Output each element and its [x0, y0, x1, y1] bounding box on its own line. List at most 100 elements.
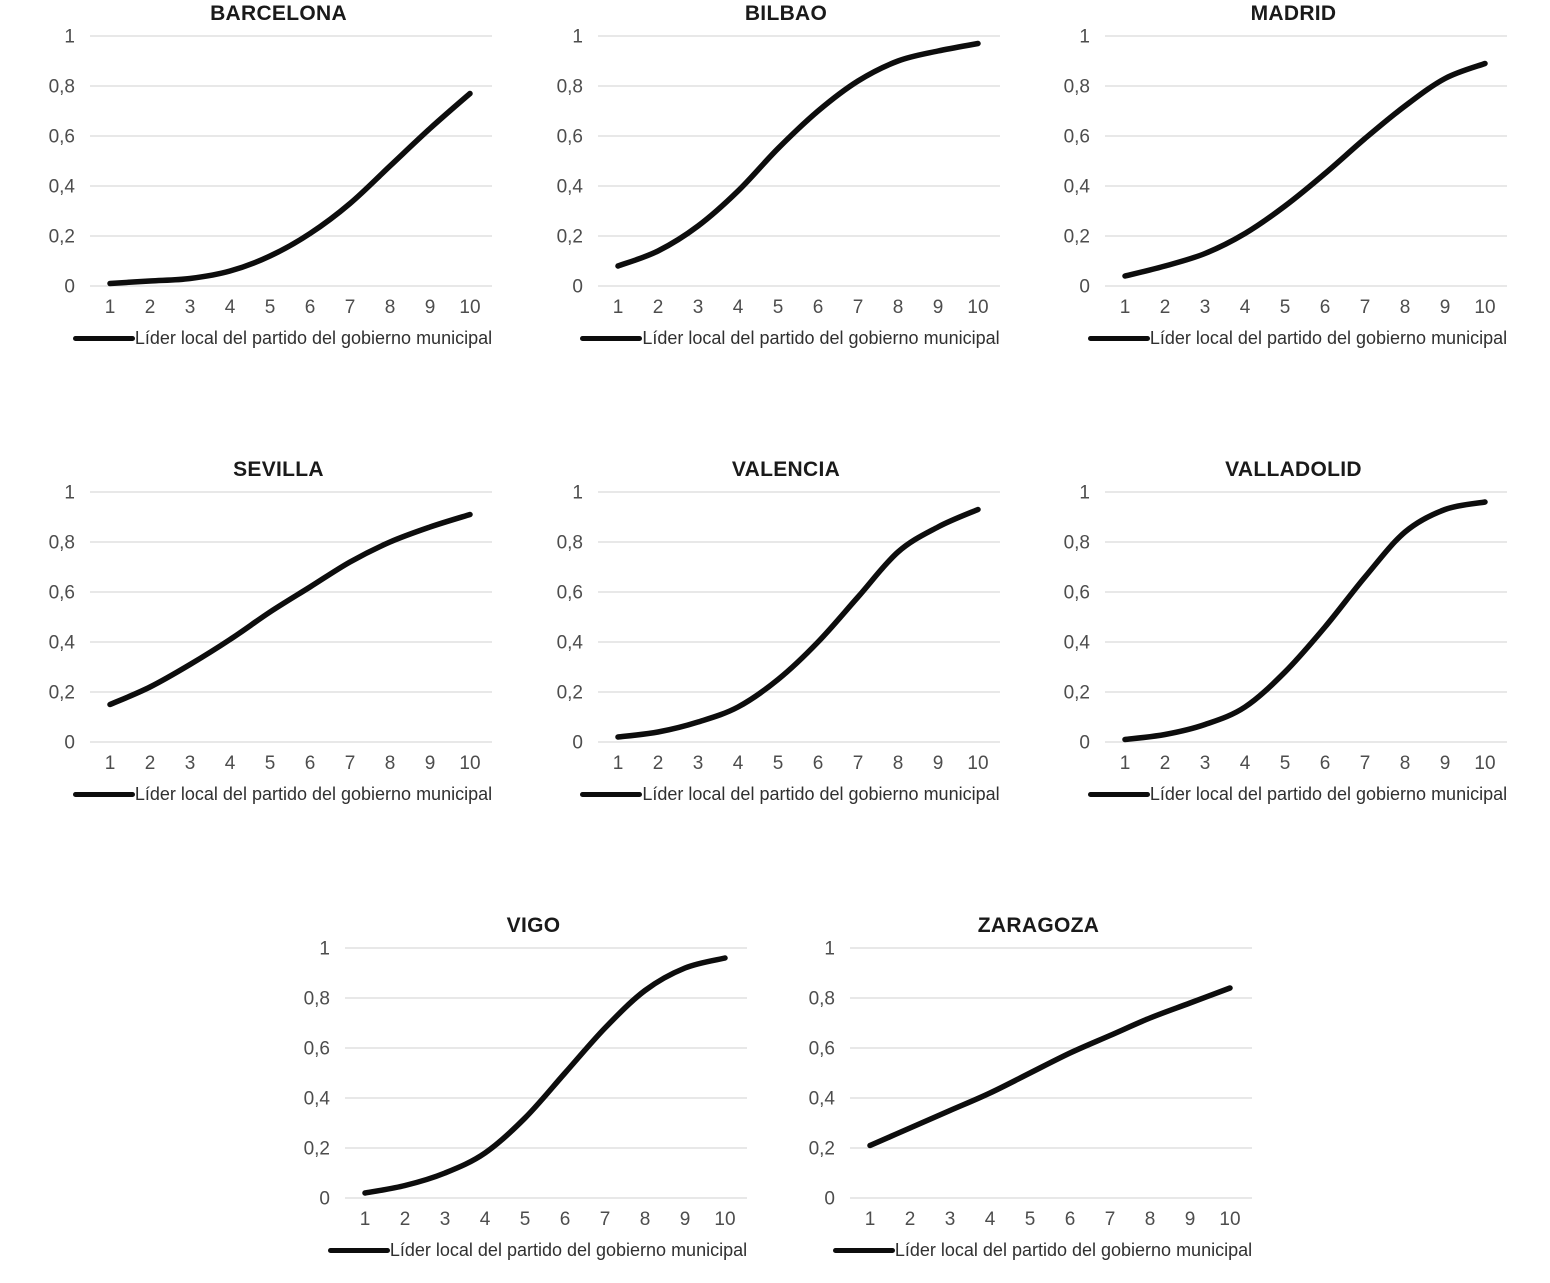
chart-legend: Líder local del partido del gobierno mun…	[553, 780, 1028, 808]
svg-text:8: 8	[1400, 297, 1411, 318]
charts-row-middle: SEVILLA 0 0,2 0,4 0,6 0,8 1 1 2 3 4 5 6 7 8 9 10 Líder …	[15, 458, 1535, 808]
legend-line-icon	[327, 1247, 390, 1253]
svg-text:1: 1	[612, 297, 623, 318]
svg-text:10: 10	[459, 297, 480, 318]
svg-text:1: 1	[1079, 28, 1090, 48]
svg-text:1: 1	[572, 484, 583, 504]
line-plot: 0 0,2 0,4 0,6 0,8 1 1 2 3 4 5 6 7 8 9 10	[523, 28, 1028, 324]
svg-text:10: 10	[459, 753, 480, 774]
svg-text:5: 5	[1025, 1209, 1036, 1230]
svg-text:1: 1	[572, 28, 583, 48]
svg-text:0,6: 0,6	[1064, 583, 1090, 604]
legend-line-icon	[580, 335, 643, 341]
svg-text:3: 3	[185, 297, 196, 318]
svg-text:5: 5	[265, 753, 276, 774]
line-plot: 0 0,2 0,4 0,6 0,8 1 1 2 3 4 5 6 7 8 9 10	[1030, 484, 1535, 780]
svg-text:0,4: 0,4	[49, 177, 76, 198]
legend-line-icon	[72, 791, 135, 797]
chart-title: MADRID	[1250, 2, 1337, 25]
svg-text:0,2: 0,2	[304, 1139, 330, 1160]
svg-text:7: 7	[1360, 753, 1371, 774]
svg-text:2: 2	[652, 753, 663, 774]
svg-text:7: 7	[852, 753, 863, 774]
svg-text:0: 0	[1079, 277, 1090, 298]
svg-text:6: 6	[1065, 1209, 1076, 1230]
svg-text:1: 1	[64, 28, 75, 48]
svg-text:0,6: 0,6	[809, 1039, 835, 1060]
legend-line-icon	[832, 1247, 895, 1253]
svg-text:5: 5	[520, 1209, 531, 1230]
chart-madrid: MADRID 0 0,2 0,4 0,6 0,8 1 1 2 3 4 5 6 7 8 9 10 Líder l…	[1030, 2, 1535, 352]
svg-text:9: 9	[1440, 297, 1451, 318]
svg-text:3: 3	[1200, 753, 1211, 774]
svg-text:10: 10	[1474, 753, 1495, 774]
svg-text:1: 1	[865, 1209, 876, 1230]
charts-row-bottom: VIGO 0 0,2 0,4 0,6 0,8 1 1 2 3 4 5 6 7 8 9 10 Líder loc…	[15, 914, 1535, 1264]
svg-text:0,8: 0,8	[1064, 533, 1090, 554]
chart-valencia: VALENCIA 0 0,2 0,4 0,6 0,8 1 1 2 3 4 5 6 7 8 9 10 Líder…	[523, 458, 1028, 808]
svg-text:9: 9	[1185, 1209, 1196, 1230]
svg-text:2: 2	[1160, 297, 1171, 318]
svg-text:7: 7	[345, 753, 356, 774]
svg-text:0,8: 0,8	[556, 533, 582, 554]
svg-text:6: 6	[812, 753, 823, 774]
svg-text:1: 1	[105, 753, 116, 774]
svg-text:3: 3	[692, 753, 703, 774]
svg-text:10: 10	[714, 1209, 735, 1230]
svg-text:0,2: 0,2	[1064, 227, 1090, 248]
svg-text:0,2: 0,2	[556, 683, 582, 704]
chart-title: VALLADOLID	[1225, 458, 1362, 481]
svg-text:10: 10	[1474, 297, 1495, 318]
chart-valladolid: VALLADOLID 0 0,2 0,4 0,6 0,8 1 1 2 3 4 5 6 7 8 9 10 Líd…	[1030, 458, 1535, 808]
svg-text:0: 0	[1079, 733, 1090, 754]
svg-text:0,2: 0,2	[1064, 683, 1090, 704]
svg-text:5: 5	[772, 753, 783, 774]
chart-bilbao: BILBAO 0 0,2 0,4 0,6 0,8 1 1 2 3 4 5 6 7 8 9 10 Líder l…	[523, 2, 1028, 352]
svg-text:0,2: 0,2	[49, 227, 75, 248]
svg-text:0,6: 0,6	[49, 583, 75, 604]
chart-legend: Líder local del partido del gobierno mun…	[45, 324, 520, 352]
legend-label: Líder local del partido del gobierno mun…	[134, 327, 493, 348]
svg-text:0,8: 0,8	[809, 989, 835, 1010]
legend-line-icon	[580, 791, 643, 797]
svg-text:6: 6	[1320, 753, 1331, 774]
svg-text:1: 1	[1120, 297, 1131, 318]
legend-line-icon	[1087, 335, 1150, 341]
chart-legend: Líder local del partido del gobierno mun…	[1060, 780, 1535, 808]
legend-label: Líder local del partido del gobierno mun…	[389, 1239, 748, 1260]
legend-label: Líder local del partido del gobierno mun…	[1149, 783, 1508, 804]
svg-text:8: 8	[892, 753, 903, 774]
svg-text:4: 4	[732, 753, 743, 774]
svg-text:9: 9	[1440, 753, 1451, 774]
svg-text:0,4: 0,4	[1064, 177, 1091, 198]
svg-text:6: 6	[1320, 297, 1331, 318]
svg-text:1: 1	[612, 753, 623, 774]
line-plot: 0 0,2 0,4 0,6 0,8 1 1 2 3 4 5 6 7 8 9 10	[15, 28, 520, 324]
chart-title: SEVILLA	[233, 458, 324, 481]
svg-text:0,4: 0,4	[1064, 633, 1091, 654]
chart-title: VIGO	[506, 914, 561, 937]
line-plot: 0 0,2 0,4 0,6 0,8 1 1 2 3 4 5 6 7 8 9 10	[1030, 28, 1535, 324]
svg-text:2: 2	[400, 1209, 411, 1230]
chart-legend: Líder local del partido del gobierno mun…	[805, 1236, 1280, 1264]
svg-text:3: 3	[692, 297, 703, 318]
svg-text:2: 2	[905, 1209, 916, 1230]
svg-text:0: 0	[64, 733, 75, 754]
svg-text:4: 4	[225, 753, 236, 774]
svg-text:4: 4	[225, 297, 236, 318]
svg-text:8: 8	[640, 1209, 651, 1230]
charts-row-top: BARCELONA 0 0,2 0,4 0,6 0,8 1 1 2 3 4 5 6 7 8 9 10 Líde…	[15, 2, 1535, 352]
svg-text:7: 7	[600, 1209, 611, 1230]
chart-title: BARCELONA	[210, 2, 347, 25]
svg-text:0: 0	[572, 277, 583, 298]
svg-text:0,6: 0,6	[1064, 127, 1090, 148]
chart-legend: Líder local del partido del gobierno mun…	[300, 1236, 775, 1264]
svg-text:9: 9	[425, 297, 436, 318]
chart-legend: Líder local del partido del gobierno mun…	[1060, 324, 1535, 352]
legend-line-icon	[72, 335, 135, 341]
line-plot: 0 0,2 0,4 0,6 0,8 1 1 2 3 4 5 6 7 8 9 10	[775, 940, 1280, 1236]
chart-title: VALENCIA	[731, 458, 841, 481]
svg-text:8: 8	[1400, 753, 1411, 774]
line-plot: 0 0,2 0,4 0,6 0,8 1 1 2 3 4 5 6 7 8 9 10	[270, 940, 775, 1236]
svg-text:0,2: 0,2	[809, 1139, 835, 1160]
